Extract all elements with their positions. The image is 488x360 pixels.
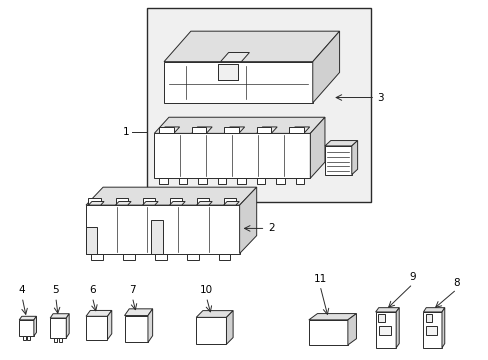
Text: 1: 1	[123, 127, 130, 136]
Bar	[256, 127, 271, 134]
Polygon shape	[288, 127, 309, 134]
Polygon shape	[196, 311, 233, 318]
Bar	[88, 198, 101, 205]
Polygon shape	[351, 140, 357, 175]
Polygon shape	[88, 202, 104, 205]
Polygon shape	[124, 316, 148, 342]
Bar	[198, 178, 206, 184]
Bar	[288, 127, 303, 134]
Polygon shape	[441, 308, 444, 348]
Bar	[169, 198, 182, 205]
Polygon shape	[163, 62, 312, 103]
Polygon shape	[163, 31, 339, 62]
Polygon shape	[223, 202, 239, 205]
Bar	[159, 178, 167, 184]
Text: 9: 9	[408, 272, 415, 282]
Polygon shape	[308, 320, 347, 345]
Bar	[155, 253, 166, 260]
Bar	[115, 198, 127, 205]
Polygon shape	[66, 314, 69, 338]
Bar	[256, 178, 265, 184]
Bar	[122, 253, 134, 260]
Polygon shape	[169, 202, 185, 205]
Polygon shape	[150, 220, 163, 253]
Polygon shape	[115, 202, 131, 205]
Polygon shape	[312, 31, 339, 103]
Text: 8: 8	[452, 278, 459, 288]
Polygon shape	[19, 320, 34, 336]
Bar	[426, 326, 437, 335]
Polygon shape	[220, 53, 249, 62]
Polygon shape	[256, 127, 277, 134]
Text: 4: 4	[19, 285, 25, 296]
Bar	[91, 253, 102, 260]
Bar	[191, 127, 206, 134]
Polygon shape	[50, 314, 69, 318]
Polygon shape	[34, 316, 37, 336]
Polygon shape	[191, 127, 212, 134]
Bar	[59, 338, 62, 342]
Polygon shape	[196, 202, 212, 205]
Polygon shape	[86, 205, 239, 253]
Bar	[224, 127, 238, 134]
Polygon shape	[50, 318, 66, 338]
Bar	[54, 338, 57, 342]
Bar	[196, 198, 208, 205]
Bar	[217, 178, 226, 184]
Text: 2: 2	[267, 224, 274, 233]
Polygon shape	[196, 318, 226, 344]
Text: 10: 10	[200, 285, 213, 296]
Polygon shape	[124, 309, 152, 316]
Polygon shape	[310, 117, 325, 178]
Text: 5: 5	[52, 285, 59, 296]
Polygon shape	[395, 308, 398, 348]
Bar	[218, 253, 230, 260]
Bar	[27, 336, 30, 339]
Polygon shape	[325, 140, 357, 146]
Polygon shape	[19, 316, 37, 320]
Polygon shape	[375, 312, 395, 348]
Polygon shape	[154, 134, 310, 178]
Polygon shape	[154, 117, 325, 134]
Bar	[377, 314, 385, 322]
Bar	[142, 198, 154, 205]
Bar	[186, 253, 198, 260]
Polygon shape	[239, 187, 256, 253]
Polygon shape	[142, 202, 158, 205]
Polygon shape	[423, 312, 441, 348]
Bar	[217, 64, 238, 80]
Polygon shape	[86, 310, 112, 316]
Bar	[23, 336, 26, 339]
Polygon shape	[86, 227, 97, 253]
Polygon shape	[226, 311, 233, 344]
Polygon shape	[325, 146, 351, 175]
Text: 11: 11	[313, 274, 326, 284]
Bar	[425, 314, 431, 322]
Bar	[147, 8, 370, 202]
Polygon shape	[224, 127, 244, 134]
Polygon shape	[107, 310, 112, 339]
Polygon shape	[423, 308, 444, 312]
Bar	[178, 178, 187, 184]
Polygon shape	[375, 308, 398, 312]
Bar	[237, 178, 245, 184]
Polygon shape	[86, 316, 107, 339]
Bar	[378, 326, 390, 335]
Bar	[159, 127, 173, 134]
Text: 7: 7	[129, 285, 135, 296]
Bar	[295, 178, 304, 184]
Text: 3: 3	[377, 93, 384, 103]
Polygon shape	[308, 314, 356, 320]
Polygon shape	[347, 314, 356, 345]
Bar	[223, 198, 235, 205]
Bar	[276, 178, 285, 184]
Text: 6: 6	[89, 285, 96, 296]
Polygon shape	[86, 187, 256, 205]
Polygon shape	[159, 127, 179, 134]
Polygon shape	[148, 309, 152, 342]
